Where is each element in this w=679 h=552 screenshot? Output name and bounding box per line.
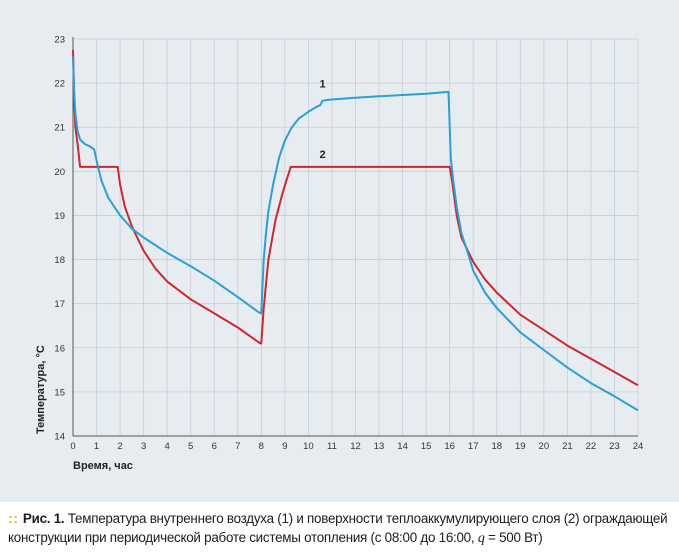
x-tick-label: 7 <box>235 441 240 452</box>
series-label-2: 2 <box>319 149 325 161</box>
y-tick-label: 19 <box>54 211 65 222</box>
caption-text-end: = 500 Вт) <box>484 530 543 545</box>
tick-labels: 0 1 2 3 4 5 6 7 8 9 10 11 12 13 14 15 16 17 18 19 20 21 22 23 24… <box>54 35 643 453</box>
x-tick-label: 22 <box>586 441 597 452</box>
x-tick-label: 10 <box>303 441 314 452</box>
x-tick-label: 17 <box>468 441 479 452</box>
x-tick-label: 20 <box>539 441 550 452</box>
x-tick-label: 9 <box>282 441 287 452</box>
series-line-1 <box>72 56 639 412</box>
series-line-2 <box>72 49 639 387</box>
x-tick-label: 18 <box>491 441 502 452</box>
x-tick-label: 23 <box>609 441 620 452</box>
x-tick-label: 1 <box>94 441 99 452</box>
y-tick-label: 21 <box>54 123 65 134</box>
y-tick-label: 22 <box>54 79 65 90</box>
x-tick-label: 15 <box>421 441 432 452</box>
caption-figure-label: Рис. 1. <box>22 511 65 526</box>
y-tick-label: 15 <box>54 387 65 398</box>
y-tick-label: 14 <box>54 432 65 443</box>
figure-caption: :: Рис. 1. Температура внутреннего воздух… <box>8 509 676 548</box>
temperature-chart: 12 0 1 2 3 4 5 6 7 8 9 10 11 12 13 14 15 16 17 18 19 20 21 22 2… <box>35 35 643 473</box>
x-tick-label: 6 <box>212 441 217 452</box>
x-tick-label: 24 <box>633 441 644 452</box>
x-tick-label: 14 <box>397 441 408 452</box>
x-tick-label: 4 <box>165 441 170 452</box>
y-axis-title: Температура, °С <box>35 345 47 434</box>
x-axis-title: Время, час <box>73 460 133 472</box>
y-tick-label: 16 <box>54 343 65 354</box>
x-tick-label: 5 <box>188 441 193 452</box>
caption-text: Температура внутреннего воздуха (1) и по… <box>8 511 668 545</box>
x-tick-label: 3 <box>141 441 146 452</box>
x-tick-label: 8 <box>259 441 264 452</box>
series-label-1: 1 <box>319 79 325 91</box>
x-tick-label: 13 <box>374 441 385 452</box>
x-tick-label: 21 <box>562 441 573 452</box>
x-tick-label: 11 <box>327 441 337 452</box>
series-lines: 12 <box>72 49 639 412</box>
grid <box>73 38 639 436</box>
x-tick-label: 19 <box>515 441 526 452</box>
axes <box>72 37 638 437</box>
y-tick-label: 20 <box>54 167 65 178</box>
y-tick-label: 18 <box>54 255 65 266</box>
x-tick-label: 16 <box>444 441 455 452</box>
y-tick-label: 23 <box>54 35 65 46</box>
x-tick-label: 0 <box>70 441 75 452</box>
caption-bullet-icon: :: <box>8 511 19 526</box>
caption-q-symbol: q <box>477 531 485 546</box>
x-tick-label: 12 <box>350 441 361 452</box>
y-tick-label: 17 <box>54 299 65 310</box>
x-tick-label: 2 <box>117 441 122 452</box>
